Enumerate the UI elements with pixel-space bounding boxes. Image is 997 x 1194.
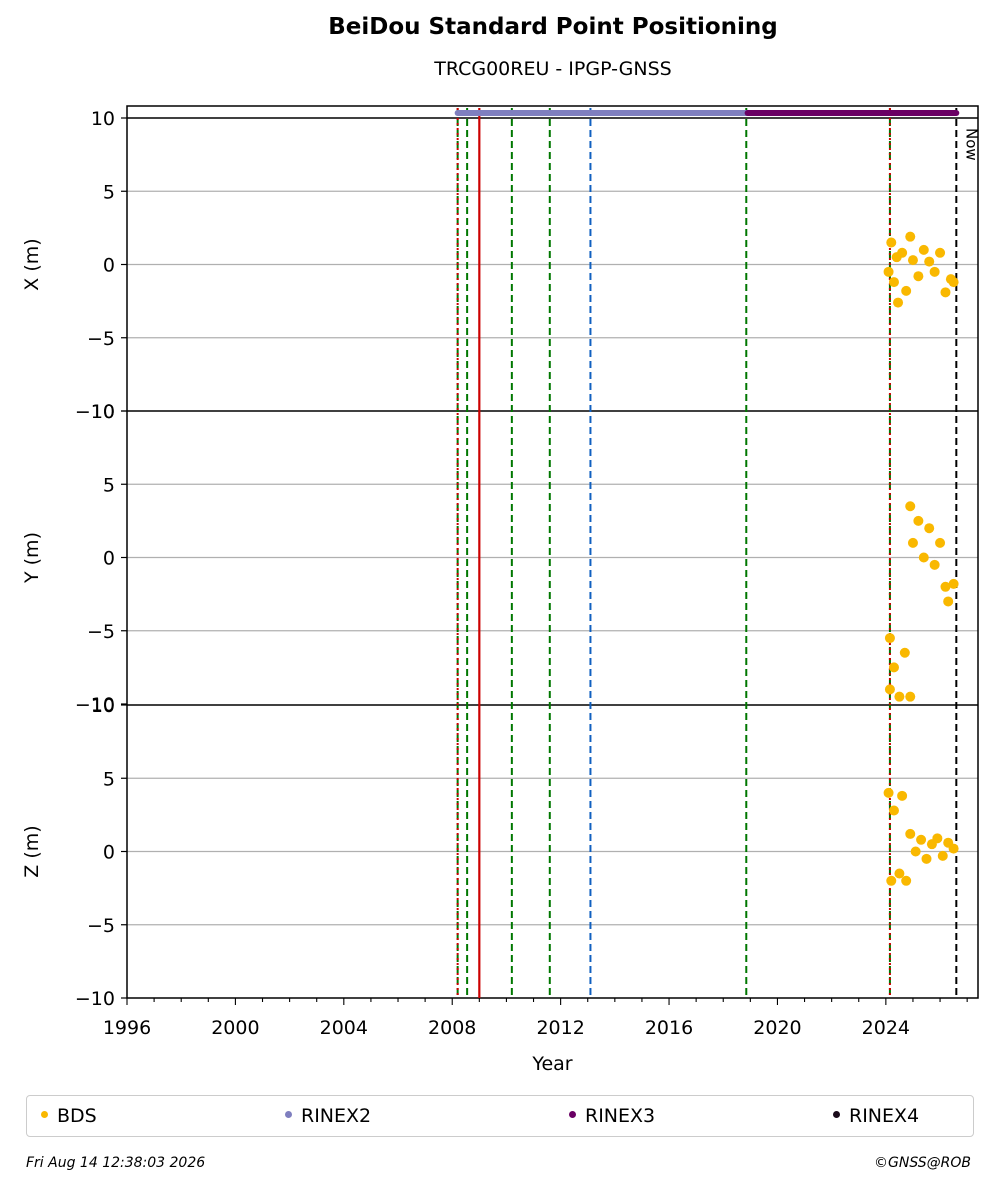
y-tick-label: −10 bbox=[75, 401, 115, 423]
data-point bbox=[940, 287, 951, 298]
data-point bbox=[910, 846, 921, 857]
data-point bbox=[905, 691, 916, 702]
y-tick-label: 0 bbox=[103, 548, 115, 570]
data-point bbox=[937, 850, 948, 861]
legend-item: RINEX4 bbox=[833, 1105, 919, 1127]
y-tick-label: −5 bbox=[87, 328, 115, 350]
data-point bbox=[929, 559, 940, 570]
data-point bbox=[907, 537, 918, 548]
data-point bbox=[888, 662, 899, 673]
y-tick-label: 0 bbox=[103, 842, 115, 864]
data-point bbox=[948, 277, 959, 288]
chart-title: BeiDou Standard Point Positioning bbox=[328, 14, 778, 40]
x-tick-label: 2008 bbox=[428, 1017, 476, 1039]
data-point bbox=[886, 237, 897, 248]
data-point bbox=[913, 271, 924, 282]
data-point bbox=[935, 247, 946, 258]
y-tick-label: −10 bbox=[75, 694, 115, 716]
data-point bbox=[897, 790, 908, 801]
data-point bbox=[894, 868, 905, 879]
legend-label: RINEX3 bbox=[585, 1105, 656, 1127]
footer-date: Fri Aug 14 12:38:03 2026 bbox=[26, 1155, 206, 1171]
y-tick-label: −5 bbox=[87, 621, 115, 643]
data-point bbox=[884, 633, 895, 644]
x-tick-label: 2024 bbox=[862, 1017, 910, 1039]
legend-marker-icon bbox=[285, 1111, 292, 1118]
data-point bbox=[940, 581, 951, 592]
data-point bbox=[899, 647, 910, 658]
data-point bbox=[948, 578, 959, 589]
y-tick-label: 10 bbox=[91, 695, 115, 717]
x-tick-label: 2012 bbox=[536, 1017, 584, 1039]
plot-frame bbox=[126, 105, 979, 999]
y-tick-label: 10 bbox=[91, 401, 115, 423]
data-point bbox=[901, 875, 912, 886]
data-point bbox=[883, 266, 894, 277]
data-point bbox=[905, 828, 916, 839]
y-tick-label: 5 bbox=[103, 768, 115, 790]
y-tick-label: −10 bbox=[75, 988, 115, 1010]
y-tick-label: 5 bbox=[103, 474, 115, 496]
footer-credit: ©GNSS@ROB bbox=[874, 1155, 971, 1171]
legend-item: RINEX3 bbox=[569, 1105, 655, 1127]
x-tick-label: 2016 bbox=[645, 1017, 693, 1039]
data-point bbox=[913, 515, 924, 526]
data-point bbox=[918, 244, 929, 255]
data-point bbox=[901, 285, 912, 296]
data-point bbox=[894, 691, 905, 702]
legend: BDS RINEX2 RINEX3 RINEX4 bbox=[26, 1095, 974, 1137]
data-point bbox=[943, 596, 954, 607]
data-point bbox=[924, 523, 935, 534]
y-tick-label: 0 bbox=[103, 255, 115, 277]
data-point bbox=[924, 256, 935, 267]
data-point bbox=[948, 843, 959, 854]
data-point bbox=[884, 684, 895, 695]
legend-label: RINEX4 bbox=[849, 1105, 920, 1127]
now-label: Now bbox=[962, 128, 980, 161]
legend-label: RINEX2 bbox=[301, 1105, 372, 1127]
y-axis-label: Y (m) bbox=[21, 532, 43, 584]
legend-marker-icon bbox=[41, 1111, 48, 1118]
data-point bbox=[935, 537, 946, 548]
y-tick-label: −5 bbox=[87, 915, 115, 937]
x-tick-label: 2000 bbox=[211, 1017, 259, 1039]
data-point bbox=[897, 247, 908, 258]
chart-canvas: −10 −5 0 5 10 X (m) −10 −5 0 5 10 Y (m) −10 −5 0 5 10 Z (… bbox=[21, 105, 980, 1075]
data-point bbox=[907, 255, 918, 266]
legend-label: BDS bbox=[57, 1105, 97, 1127]
y-tick-label: 10 bbox=[91, 108, 115, 130]
y-tick-label: 5 bbox=[103, 181, 115, 203]
data-point bbox=[905, 501, 916, 512]
y-axis-label: X (m) bbox=[21, 238, 43, 290]
data-point bbox=[893, 297, 904, 308]
x-tick-label: 1996 bbox=[103, 1017, 151, 1039]
legend-marker-icon bbox=[833, 1111, 840, 1118]
x-axis-label: Year bbox=[531, 1053, 572, 1075]
data-point bbox=[916, 834, 927, 845]
legend-item: RINEX2 bbox=[285, 1105, 371, 1127]
x-tick-label: 2004 bbox=[320, 1017, 368, 1039]
data-point bbox=[905, 231, 916, 242]
data-point bbox=[918, 552, 929, 563]
data-point bbox=[888, 805, 899, 816]
data-point bbox=[888, 277, 899, 288]
data-point bbox=[929, 266, 940, 277]
legend-marker-icon bbox=[569, 1111, 576, 1118]
y-axis-label: Z (m) bbox=[21, 825, 43, 877]
data-point bbox=[921, 853, 932, 864]
chart-subtitle: TRCG00REU - IPGP-GNSS bbox=[434, 58, 672, 80]
x-tick-label: 2020 bbox=[753, 1017, 801, 1039]
data-point bbox=[883, 787, 894, 798]
data-point bbox=[886, 875, 897, 886]
legend-item: BDS bbox=[41, 1105, 97, 1127]
data-point bbox=[932, 833, 943, 844]
